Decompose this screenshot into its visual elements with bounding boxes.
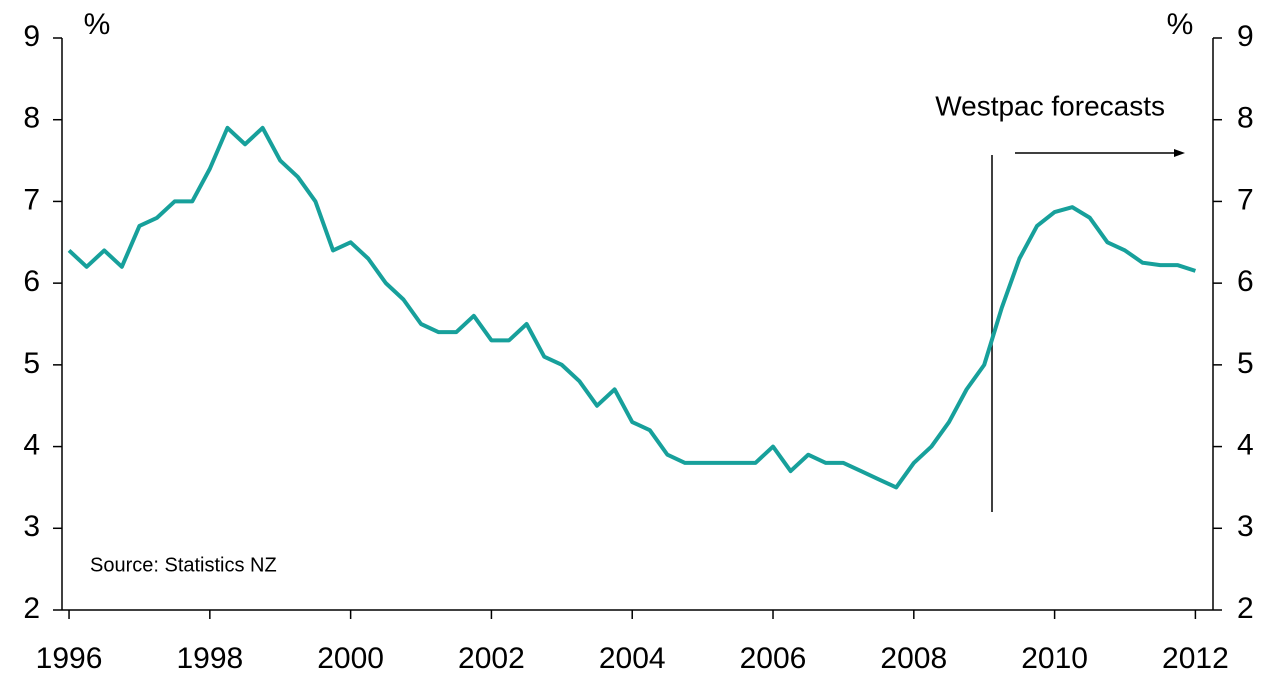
x-tick-label: 2002: [458, 642, 525, 675]
y-tick-label: 4: [23, 428, 40, 461]
x-tick-label: 2004: [599, 642, 666, 675]
y2-tick-label: 4: [1237, 428, 1254, 461]
y-tick-label: 2: [23, 592, 40, 625]
y-tick-label: 6: [23, 265, 40, 298]
source-note: Source: Statistics NZ: [90, 554, 277, 576]
x-tick-label: 2008: [880, 642, 947, 675]
y-tick-label: 8: [23, 102, 40, 135]
forecast-annotation: Westpac forecasts: [935, 90, 1165, 121]
y2-tick-label: 7: [1237, 183, 1254, 216]
x-tick-label: 2012: [1162, 642, 1229, 675]
y2-tick-label: 3: [1237, 510, 1254, 543]
y2-tick-label: 8: [1237, 102, 1254, 135]
y-tick-label: 9: [23, 20, 40, 53]
x-tick-label: 1996: [36, 642, 103, 675]
y-tick-label: 7: [23, 183, 40, 216]
x-tick-label: 2010: [1021, 642, 1088, 675]
x-tick-label: 2006: [740, 642, 807, 675]
y2-tick-label: 5: [1237, 347, 1254, 380]
y2-tick-label: 9: [1237, 20, 1254, 53]
x-tick-label: 2000: [317, 642, 384, 675]
y2-axis-label: %: [1167, 8, 1194, 41]
data-line: [67, 125, 1197, 490]
y-tick-label: 3: [23, 510, 40, 543]
y2-tick-label: 6: [1237, 265, 1254, 298]
x-tick-label: 1998: [176, 642, 243, 675]
y-axis-label: %: [84, 8, 111, 41]
arrow-head: [1174, 149, 1185, 157]
y2-tick-label: 2: [1237, 592, 1254, 625]
y-tick-label: 5: [23, 347, 40, 380]
